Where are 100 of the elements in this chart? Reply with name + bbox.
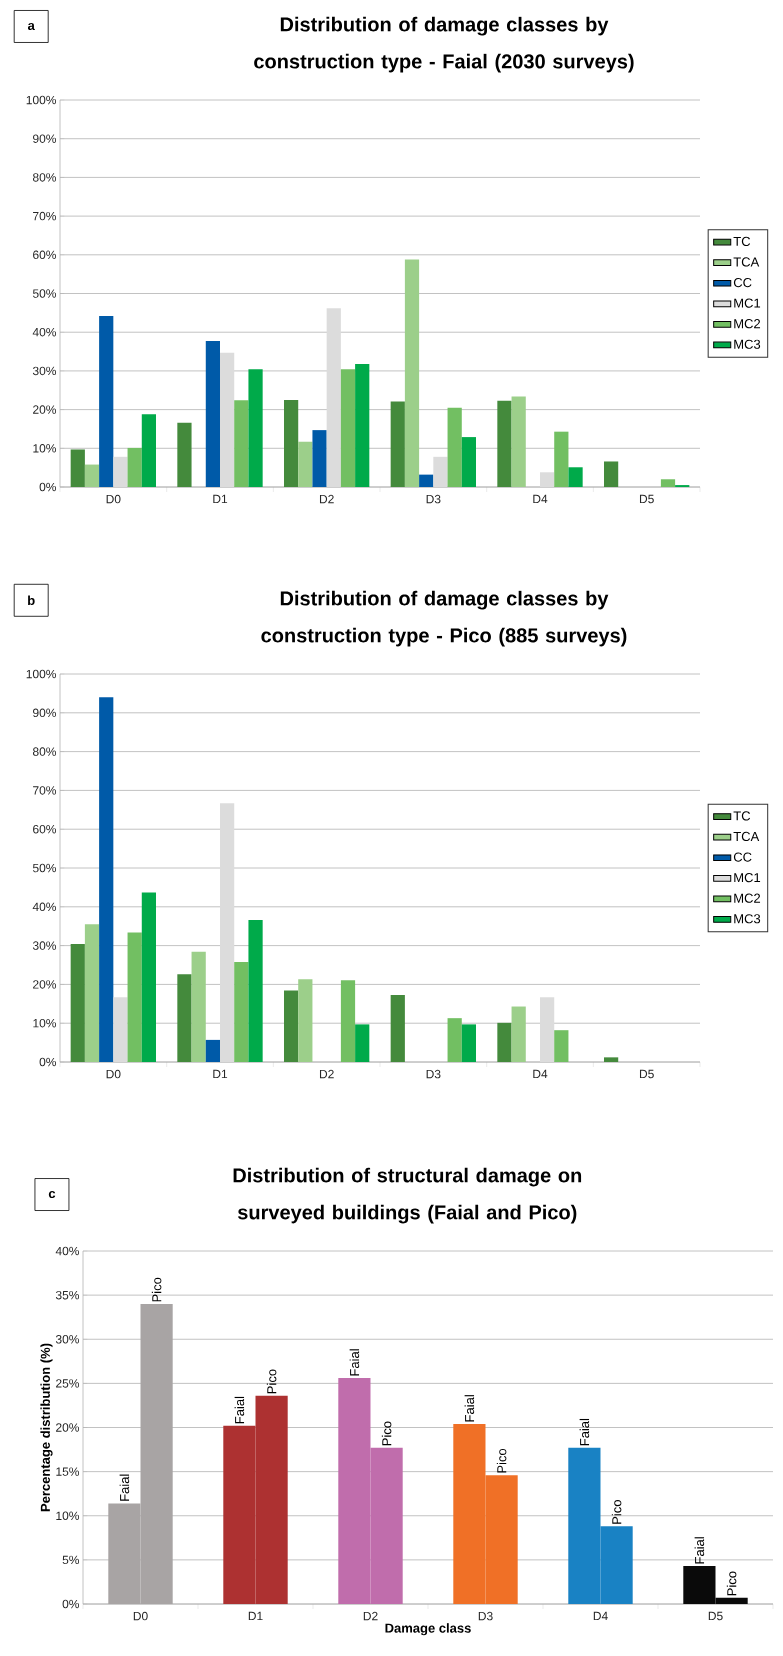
text: Pico <box>266 1369 277 1394</box>
bar <box>220 352 235 488</box>
legend-label: MC3 <box>734 914 761 924</box>
text: Faial <box>234 1396 245 1424</box>
bar <box>284 990 299 1063</box>
bar <box>298 979 313 1063</box>
x-tick-label: D0 <box>106 494 121 504</box>
y-tick-label: 20% <box>56 1423 80 1432</box>
bar <box>604 461 619 488</box>
bar <box>113 456 128 488</box>
bar <box>390 994 405 1063</box>
legend-label: MC1 <box>734 873 761 883</box>
bar <box>113 997 128 1063</box>
legend-label: MC2 <box>734 893 761 903</box>
y-tick-label: 10% <box>33 1018 57 1028</box>
text: Faial <box>694 1537 705 1564</box>
text: a <box>27 22 35 31</box>
bar <box>234 961 249 1063</box>
bar <box>554 431 569 488</box>
y-axis-title: Percentage distribution (%) <box>40 1343 53 1512</box>
text: c <box>48 1190 56 1199</box>
y-tick-label: 35% <box>55 1290 80 1300</box>
text: Faial <box>349 1349 360 1376</box>
bar <box>99 315 114 488</box>
bar <box>70 449 85 488</box>
text: Faial <box>464 1395 475 1422</box>
bar <box>340 980 356 1063</box>
x-tick-label: D2 <box>319 1069 334 1079</box>
y-tick-label: 70% <box>33 211 57 221</box>
x-tick-label: D0 <box>133 1611 148 1621</box>
bar <box>660 479 676 488</box>
y-tick-label: 40% <box>32 327 57 337</box>
text: b <box>28 595 35 606</box>
bar <box>511 1006 526 1063</box>
y-tick-label: 80% <box>32 173 57 182</box>
legend-label: TCA <box>733 831 760 842</box>
text: Pico <box>726 1571 737 1596</box>
text: Pico <box>611 1500 622 1524</box>
bar <box>390 401 405 488</box>
y-tick-label: 40% <box>55 1246 80 1256</box>
legend-label: MC3 <box>734 339 761 349</box>
legend-label: CC <box>733 277 752 288</box>
x-tick-label: D5 <box>708 1611 723 1621</box>
bar <box>177 422 192 488</box>
y-tick-label: 10% <box>56 1511 80 1520</box>
y-tick-label: 0% <box>62 1599 80 1609</box>
y-tick-label: 90% <box>33 134 57 143</box>
bar <box>84 464 100 488</box>
bar <box>248 920 263 1063</box>
bar <box>447 407 462 488</box>
y-tick-label: 60% <box>33 824 57 834</box>
y-tick-label: 25% <box>56 1379 80 1388</box>
y-tick-label: 10% <box>33 444 57 453</box>
x-tick-label: D1 <box>248 1611 263 1621</box>
bar <box>191 951 206 1063</box>
y-tick-label: 60% <box>33 250 57 260</box>
x-tick-label: D4 <box>593 1611 608 1621</box>
bar <box>419 474 434 488</box>
y-tick-label: 70% <box>33 786 57 795</box>
bar <box>205 1039 220 1063</box>
bar <box>248 369 263 488</box>
bar <box>355 363 370 488</box>
x-tick-label: D5 <box>639 494 654 504</box>
bar <box>326 308 341 488</box>
y-tick-label: 0% <box>39 1057 57 1067</box>
y-tick-label: 5% <box>62 1555 80 1565</box>
bar <box>284 399 299 488</box>
x-tick-label: D5 <box>639 1069 654 1079</box>
legend-label: MC2 <box>734 319 761 329</box>
x-tick-label: D4 <box>533 494 548 504</box>
y-tick-label: 100% <box>26 95 57 105</box>
bar <box>447 1018 462 1063</box>
bar <box>604 1057 619 1063</box>
text: Pico <box>381 1421 392 1446</box>
bar <box>205 341 220 488</box>
x-tick-label: D3 <box>478 1611 493 1621</box>
y-tick-label: 30% <box>55 1335 80 1344</box>
text: Pico <box>151 1277 162 1302</box>
bar <box>99 697 114 1063</box>
y-tick-label: 50% <box>32 863 57 873</box>
x-tick-label: D1 <box>213 494 228 504</box>
x-tick-label: D3 <box>426 1069 441 1079</box>
bar <box>127 447 142 488</box>
text: Pico <box>496 1448 507 1473</box>
x-tick-label: D2 <box>363 1611 378 1621</box>
bar <box>540 997 555 1063</box>
x-axis-title: Damage class <box>385 1623 471 1636</box>
y-tick-label: 15% <box>56 1467 80 1476</box>
legend-label: TC <box>733 811 751 821</box>
bar <box>84 924 100 1063</box>
bar <box>141 892 156 1063</box>
chart-title: Distribution of damage classes by construction type - Pico (885 surveys) <box>261 590 627 647</box>
x-tick-label: D1 <box>213 1069 228 1079</box>
bar <box>141 414 156 488</box>
bar <box>554 1030 569 1063</box>
bar <box>127 932 142 1063</box>
bar <box>298 441 313 488</box>
bar <box>340 369 356 488</box>
bar <box>568 467 583 488</box>
bar <box>497 1022 512 1063</box>
